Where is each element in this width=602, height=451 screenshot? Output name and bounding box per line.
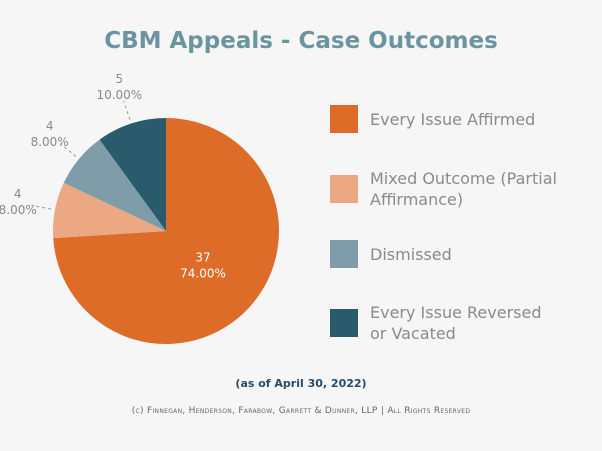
legend-label: Every Issue Reversed or Vacated: [370, 303, 542, 343]
pie-slice: [53, 182, 166, 239]
data-label-count: 5: [116, 72, 124, 86]
data-label-count: 37: [195, 250, 210, 264]
data-label: 10.00%: [96, 88, 142, 102]
leader-line: [123, 100, 131, 120]
legend-item: Every Issue Affirmed: [330, 105, 560, 133]
legend-swatch: [330, 240, 358, 268]
pie-slice: [63, 139, 166, 231]
legend-swatch: [330, 309, 358, 337]
data-label-count: 4: [46, 119, 54, 133]
legend-swatch: [330, 175, 358, 203]
legend-item: Dismissed: [330, 240, 560, 268]
pie-slice: [53, 118, 280, 344]
legend-swatch: [330, 105, 358, 133]
data-label-count: 4: [14, 187, 22, 201]
legend-item: Every Issue Reversed or Vacated: [330, 302, 560, 344]
legend-item: Mixed Outcome (Partial Affirmance): [330, 168, 560, 210]
note: (as of April 30, 2022): [235, 377, 367, 390]
copyright: (c) Finnegan, Henderson, Farabow, Garret…: [131, 406, 471, 416]
legend-label: Every Issue Affirmed: [370, 109, 536, 129]
data-label: 8.00%: [0, 203, 37, 217]
legend-label: Mixed Outcome (Partial Affirmance): [370, 169, 557, 209]
pie-slice: [99, 118, 166, 231]
legend-label: Dismissed: [370, 244, 452, 264]
chart-title: CBM Appeals - Case Outcomes: [104, 28, 498, 54]
data-label: 8.00%: [31, 135, 69, 149]
data-label: 74.00%: [180, 266, 226, 280]
